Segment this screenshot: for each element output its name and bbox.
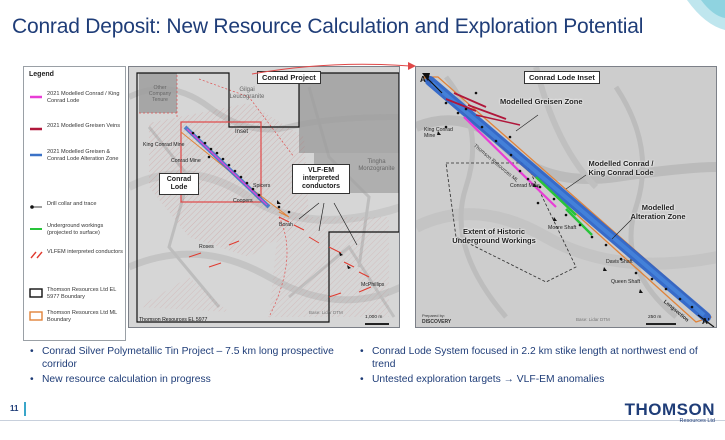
bullets-right: Conrad Lode System focused in 2.2 km sti…	[360, 345, 700, 388]
map2-label-king-conrad-mine: King Conrad Mine	[424, 127, 453, 139]
map2-label-alteration: Modelled Alteration Zone	[630, 203, 686, 221]
legend-label: Underground workings (projected to surfa…	[47, 223, 104, 236]
legend-item-vlfem: VLFEM interpreted conductors	[29, 249, 123, 260]
map1-label-tingha: Tingha Monzogranite	[358, 159, 395, 172]
map1-label-coopers: Coopers	[233, 198, 253, 204]
legend-label: 2021 Modelled Greisen Veins	[47, 123, 121, 129]
map2-label-a-prime: A'	[702, 317, 710, 326]
page-number: 11	[10, 404, 19, 413]
corner-decoration	[687, 0, 725, 30]
legend-item-underground-workings: Underground workings (projected to surfa…	[29, 223, 125, 236]
legend-green-line-icon	[30, 228, 42, 230]
map2-label-queen-shaft: Queen Shaft	[611, 279, 641, 285]
map1-boundary-caption: Thomson Resources EL 5977	[139, 317, 208, 323]
logo-text: THOMSON	[624, 400, 715, 419]
map2-label-davis-shaft: Davis Shaft	[606, 259, 633, 265]
map2-discovery-logo: DISCOVERY	[422, 319, 452, 325]
map2-base-caption: Base: Lidar DTM	[576, 317, 610, 322]
map2-label-conrad-mine: Conrad Mine	[510, 183, 540, 189]
map1-label-tenure: Other Company Tenure	[148, 85, 172, 103]
map2-label-greisen: Modelled Greisen Zone	[500, 97, 583, 106]
conrad-project-map-graphic	[129, 67, 399, 327]
map1-label-king-conrad-mine: King Conrad Mine	[143, 142, 185, 148]
map1-title: Conrad Project	[257, 71, 321, 84]
map1-label-conrad-mine: Conrad Mine	[171, 158, 201, 164]
inset-connector-arrow	[251, 62, 416, 75]
bullets-left: Conrad Silver Polymetallic Tin Project –…	[30, 345, 350, 388]
map2-scale-bar-label: 250 m	[648, 315, 662, 320]
footer-divider	[0, 420, 725, 421]
legend-label: 2021 Modelled Greisen & Conrad Lode Alte…	[47, 149, 119, 162]
map1-label-gilgai: Gilgai Leucogranite	[229, 87, 265, 100]
legend-red-line-icon	[30, 127, 42, 131]
page-number-bar	[24, 402, 26, 416]
legend-item-greisen-veins: 2021 Modelled Greisen Veins	[29, 123, 120, 134]
bullet-item: Untested exploration targets → VLF-EM an…	[360, 373, 700, 386]
bullet-item: New resource calculation in progress	[30, 373, 350, 386]
map-legend: Legend 2021 Modelled Conrad / King Conra…	[23, 66, 126, 341]
map1-conrad-lode-callout: Conrad Lode	[159, 173, 199, 195]
legend-item-conrad-lode: 2021 Modelled Conrad / King Conrad Lode	[29, 91, 125, 104]
legend-item-el-boundary: Thomson Resources Ltd EL 5977 Boundary	[29, 287, 125, 300]
map2-prepared-by: Prepared by:	[422, 313, 445, 318]
bullet-item: Conrad Silver Polymetallic Tin Project –…	[30, 345, 350, 371]
legend-magenta-line-icon	[30, 95, 42, 99]
legend-red-dash-icon	[30, 251, 43, 259]
map1-vlf-em-callout: VLF-EM interpreted conductors	[292, 164, 350, 194]
conrad-lode-inset-graphic	[416, 67, 716, 327]
bullet-item: Conrad Lode System focused in 2.2 km sti…	[360, 345, 700, 371]
legend-label: Drill collar and trace	[47, 201, 97, 207]
legend-item-ml-boundary: Thomson Resources Ltd ML Boundary	[29, 310, 125, 323]
map1-label-roses: Roses	[199, 244, 214, 250]
map2-label-moore-shaft: Moore Shaft	[548, 225, 577, 231]
legend-label: VLFEM interpreted conductors	[47, 249, 123, 255]
thomson-logo: THOMSON Resources Ltd	[625, 400, 715, 424]
conrad-lode-inset-map: Conrad Lode Inset A A' Modelled Greisen …	[415, 66, 717, 328]
conrad-project-map: Conrad Project Other Company Tenure Gilg…	[128, 66, 400, 328]
legend-blue-line-icon	[30, 153, 42, 157]
legend-label: Thomson Resources Ltd EL 5977 Boundary	[47, 287, 117, 300]
legend-title: Legend	[29, 71, 54, 78]
legend-drill-collar-icon	[30, 205, 42, 209]
legend-item-alteration-zone: 2021 Modelled Greisen & Conrad Lode Alte…	[29, 149, 125, 162]
legend-black-box-icon	[29, 288, 43, 298]
legend-label: Thomson Resources Ltd ML Boundary	[47, 310, 118, 323]
map1-label-spicers: Spicers	[253, 183, 271, 189]
map2-label-a: A	[420, 75, 426, 84]
map1-scale-bar-label: 1,000 m	[365, 315, 383, 320]
map1-label-borah: Borah	[279, 222, 293, 228]
page-title: Conrad Deposit: New Resource Calculation…	[12, 15, 644, 38]
legend-label: 2021 Modelled Conrad / King Conrad Lode	[47, 91, 120, 104]
map2-label-conrad-lode: Modelled Conrad / King Conrad Lode	[588, 159, 654, 177]
map1-base-caption: Base: Lidar DTM	[309, 310, 343, 315]
logo-subtext: Resources Ltd	[679, 418, 715, 424]
map1-label-mcphillips: McPhillips	[361, 282, 385, 288]
legend-item-drill-collar: Drill collar and trace	[29, 201, 96, 212]
legend-orange-box-icon	[29, 311, 43, 321]
map2-label-historic: Extent of Historic Underground Workings	[452, 227, 536, 245]
map1-label-inset: Inset	[235, 129, 249, 135]
map2-title: Conrad Lode Inset	[524, 71, 600, 84]
